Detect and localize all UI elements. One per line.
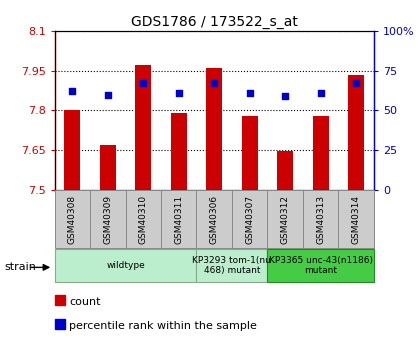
Point bbox=[69, 89, 76, 94]
Point bbox=[282, 93, 289, 99]
Bar bbox=[268, 249, 374, 282]
Point bbox=[353, 81, 360, 86]
Text: percentile rank within the sample: percentile rank within the sample bbox=[69, 321, 257, 331]
Title: GDS1786 / 173522_s_at: GDS1786 / 173522_s_at bbox=[131, 14, 298, 29]
Bar bbox=[232, 190, 268, 248]
Text: GSM40314: GSM40314 bbox=[352, 195, 360, 244]
Text: wildtype: wildtype bbox=[106, 261, 145, 270]
Text: count: count bbox=[69, 297, 101, 307]
Bar bbox=[312, 116, 328, 190]
Text: GSM40306: GSM40306 bbox=[210, 195, 219, 244]
Bar bbox=[268, 190, 303, 248]
Text: GSM40312: GSM40312 bbox=[281, 195, 290, 244]
Point bbox=[246, 90, 253, 96]
Bar bbox=[206, 68, 222, 190]
Text: GSM40307: GSM40307 bbox=[245, 195, 254, 244]
Text: GSM40311: GSM40311 bbox=[174, 195, 183, 244]
Bar bbox=[197, 190, 232, 248]
Text: KP3293 tom-1(nu
468) mutant: KP3293 tom-1(nu 468) mutant bbox=[192, 256, 271, 275]
Text: KP3365 unc-43(n1186)
mutant: KP3365 unc-43(n1186) mutant bbox=[269, 256, 373, 275]
Bar bbox=[303, 190, 339, 248]
Bar bbox=[339, 190, 374, 248]
Bar bbox=[55, 190, 90, 248]
Text: strain: strain bbox=[4, 263, 36, 272]
Bar bbox=[277, 151, 293, 190]
Bar bbox=[161, 190, 197, 248]
Point bbox=[176, 90, 182, 96]
Text: GSM40313: GSM40313 bbox=[316, 195, 325, 244]
Bar bbox=[348, 75, 364, 190]
Text: GSM40308: GSM40308 bbox=[68, 195, 77, 244]
Bar bbox=[90, 190, 126, 248]
Text: GSM40310: GSM40310 bbox=[139, 195, 148, 244]
Point bbox=[317, 90, 324, 96]
Bar bbox=[171, 113, 187, 190]
Point bbox=[211, 81, 218, 86]
Point bbox=[105, 92, 111, 97]
Bar bbox=[55, 249, 197, 282]
Bar bbox=[100, 145, 116, 190]
Bar bbox=[126, 190, 161, 248]
Bar bbox=[197, 249, 268, 282]
Text: GSM40309: GSM40309 bbox=[103, 195, 112, 244]
Bar bbox=[64, 110, 80, 190]
Point bbox=[140, 81, 147, 86]
Bar bbox=[241, 116, 257, 190]
Bar bbox=[135, 66, 151, 190]
